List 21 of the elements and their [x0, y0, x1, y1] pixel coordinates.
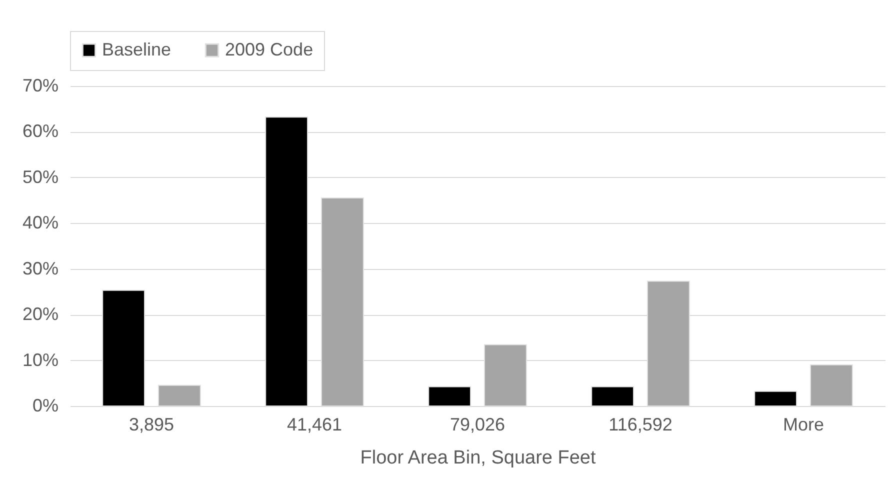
y-tick-label: 60%	[22, 121, 58, 142]
legend-label: 2009 Code	[225, 39, 314, 60]
x-tick-label: 79,026	[450, 414, 506, 434]
bar	[810, 364, 853, 406]
x-tick-label: 116,592	[608, 414, 672, 434]
x-tick-label: 41,461	[286, 414, 342, 434]
y-tick-label: 0%	[32, 396, 58, 416]
x-tick-label: More	[782, 414, 824, 434]
bar	[591, 386, 634, 406]
bar	[754, 390, 798, 406]
x-tick-label: 3,895	[128, 414, 174, 434]
y-tick-label: 10%	[22, 350, 58, 370]
y-tick-label: 20%	[22, 304, 58, 324]
y-tick-label: 40%	[22, 212, 58, 233]
bar	[428, 386, 472, 406]
x-axis-title: Floor Area Bin, Square Feet	[360, 448, 596, 468]
bar	[158, 384, 201, 406]
y-tick-label: 70%	[22, 76, 58, 96]
y-tick-label: 30%	[22, 258, 58, 278]
y-tick-label: 50%	[22, 166, 58, 187]
legend-label: Baseline	[102, 39, 172, 60]
